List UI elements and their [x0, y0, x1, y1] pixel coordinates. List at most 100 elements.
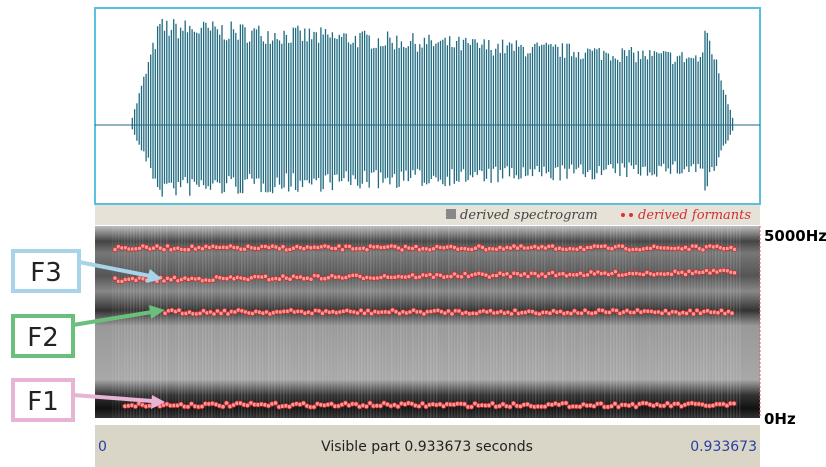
texture	[577, 226, 579, 418]
texture	[205, 226, 207, 418]
formant-dot	[221, 405, 225, 409]
texture	[529, 226, 531, 418]
formant-dot	[730, 311, 734, 315]
texture	[583, 226, 585, 418]
texture	[466, 226, 468, 418]
texture	[541, 226, 543, 418]
texture	[214, 226, 216, 418]
formant-dot	[564, 401, 568, 405]
formant-dot	[599, 401, 603, 405]
texture	[286, 226, 288, 418]
texture	[670, 226, 672, 418]
texture	[247, 226, 249, 418]
texture	[439, 226, 441, 418]
texture	[589, 226, 591, 418]
texture	[391, 226, 393, 418]
texture	[463, 226, 465, 418]
texture	[397, 226, 399, 418]
texture	[340, 226, 342, 418]
texture	[343, 226, 345, 418]
texture	[526, 226, 528, 418]
texture	[472, 226, 474, 418]
texture	[175, 226, 177, 418]
formant-dot	[732, 271, 736, 275]
texture	[424, 226, 426, 418]
texture	[160, 226, 162, 418]
formant-dot	[508, 275, 512, 279]
texture	[685, 226, 687, 418]
texture	[496, 226, 498, 418]
texture	[181, 226, 183, 418]
texture	[172, 226, 174, 418]
texture	[490, 226, 492, 418]
texture	[202, 226, 204, 418]
texture	[481, 226, 483, 418]
legend-spectrogram: derived spectrogram	[460, 208, 598, 223]
texture	[154, 226, 156, 418]
texture	[736, 226, 738, 418]
texture	[661, 226, 663, 418]
texture	[151, 226, 153, 418]
texture	[715, 226, 717, 418]
formant-dot	[186, 248, 190, 252]
texture	[421, 226, 423, 418]
texture	[298, 226, 300, 418]
texture	[673, 226, 675, 418]
texture	[574, 226, 576, 418]
legend-dot	[629, 213, 633, 217]
texture	[565, 226, 567, 418]
texture	[592, 226, 594, 418]
texture	[331, 226, 333, 418]
texture	[646, 226, 648, 418]
texture	[226, 226, 228, 418]
texture	[196, 226, 198, 418]
texture	[394, 226, 396, 418]
texture	[652, 226, 654, 418]
texture	[349, 226, 351, 418]
texture	[217, 226, 219, 418]
texture	[250, 226, 252, 418]
texture	[412, 226, 414, 418]
texture	[664, 226, 666, 418]
texture	[724, 226, 726, 418]
texture	[232, 226, 234, 418]
texture	[610, 226, 612, 418]
texture	[649, 226, 651, 418]
texture	[166, 226, 168, 418]
time-caption: Visible part 0.933673 seconds	[321, 439, 533, 455]
texture	[607, 226, 609, 418]
texture	[133, 226, 135, 418]
texture	[361, 226, 363, 418]
texture	[310, 226, 312, 418]
texture	[571, 226, 573, 418]
formant-dot	[273, 401, 277, 405]
texture	[433, 226, 435, 418]
texture	[406, 226, 408, 418]
texture	[517, 226, 519, 418]
texture	[115, 226, 117, 418]
formant-dot	[211, 278, 215, 282]
texture	[691, 226, 693, 418]
time-end: 0.933673	[690, 439, 757, 455]
texture	[283, 226, 285, 418]
texture	[508, 226, 510, 418]
texture	[352, 226, 354, 418]
formant-dot	[508, 405, 512, 409]
texture	[292, 226, 294, 418]
texture	[118, 226, 120, 418]
texture	[268, 226, 270, 418]
texture	[487, 226, 489, 418]
texture	[640, 226, 642, 418]
texture	[700, 226, 702, 418]
texture	[184, 226, 186, 418]
texture	[313, 226, 315, 418]
freq-top: 5000Hz	[764, 227, 826, 245]
texture	[127, 226, 129, 418]
texture	[628, 226, 630, 418]
texture	[409, 226, 411, 418]
texture	[400, 226, 402, 418]
texture	[493, 226, 495, 418]
texture	[586, 226, 588, 418]
texture	[520, 226, 522, 418]
texture	[265, 226, 267, 418]
